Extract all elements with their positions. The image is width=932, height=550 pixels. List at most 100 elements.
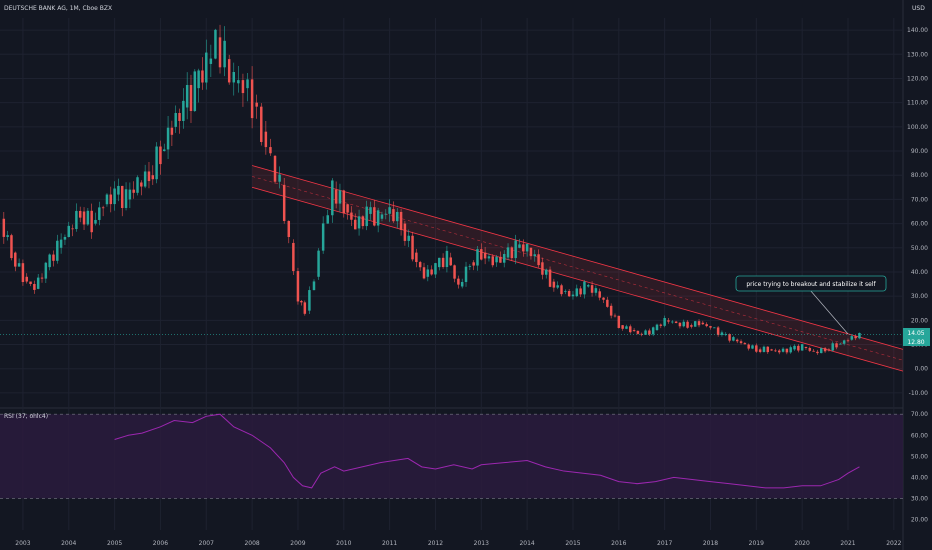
price-tick-label: 0.00: [915, 366, 929, 373]
candle-body: [804, 346, 808, 348]
candle-body: [716, 327, 720, 335]
candle-body: [128, 189, 132, 200]
candle-body: [781, 348, 785, 352]
candle-body: [793, 345, 796, 350]
candle-body: [468, 266, 472, 267]
candle-body: [858, 332, 861, 339]
candle-body: [373, 207, 376, 226]
candle-body: [282, 184, 286, 221]
candle-body: [567, 290, 571, 297]
candle-body: [460, 281, 464, 287]
candle-body: [560, 285, 563, 295]
candle-body: [537, 254, 540, 266]
candle-body: [850, 336, 854, 340]
candle-body: [296, 271, 300, 302]
candle-body: [632, 330, 636, 331]
candle-body: [78, 210, 82, 218]
candle-body: [820, 348, 823, 354]
candle-body: [94, 219, 97, 224]
candle-body: [693, 321, 697, 327]
candle-body: [678, 322, 682, 327]
candle-body: [587, 285, 590, 287]
candle-body: [621, 325, 624, 329]
candle-body: [449, 257, 452, 266]
candle-body: [522, 244, 525, 252]
time-tick-label: 2011: [382, 540, 397, 547]
time-tick-label: 2006: [153, 540, 168, 547]
candle-body: [502, 254, 506, 263]
price-tick-label: 60.00: [911, 221, 928, 228]
rsi-pane: [0, 413, 903, 499]
candle-body: [510, 247, 514, 259]
time-tick-label: 2010: [336, 540, 351, 547]
annotation-pointer: [809, 289, 849, 335]
candle-body: [331, 180, 334, 216]
rsi-tick-label: 50.00: [911, 453, 928, 460]
time-tick-label: 2022: [886, 540, 901, 547]
candle-body: [10, 235, 13, 259]
candle-body: [854, 336, 857, 339]
time-tick-label: 2009: [290, 540, 305, 547]
candle-body: [728, 333, 731, 341]
rsi-band: [0, 414, 903, 499]
candle-body: [751, 345, 754, 349]
candle-body: [766, 346, 770, 353]
price-tick-label: 20.00: [911, 317, 928, 324]
candle-body: [415, 252, 418, 263]
candle-body: [260, 106, 263, 143]
candle-body: [209, 58, 213, 64]
candle-body: [797, 345, 800, 351]
candle-body: [155, 146, 158, 180]
price-tick-label: 130.00: [907, 51, 928, 58]
price-tick-label: 30.00: [911, 293, 928, 300]
candle-body: [487, 256, 491, 259]
candle-body: [380, 214, 384, 219]
candle-body: [338, 190, 342, 204]
candle-body: [842, 340, 846, 344]
candle-body: [109, 194, 113, 205]
candle-body: [90, 210, 93, 233]
rsi-tick-label: 30.00: [911, 495, 928, 502]
time-tick-label: 2005: [107, 540, 122, 547]
time-tick-label: 2016: [611, 540, 626, 547]
candle-body: [36, 277, 40, 289]
price-tag-last-text: 14.05: [907, 330, 924, 337]
price-tick-label: 120.00: [907, 75, 928, 82]
candle-body: [629, 326, 632, 333]
annotation-callout[interactable]: price trying to breakout and stabilize i…: [735, 275, 887, 335]
candle-body: [317, 250, 320, 277]
rsi-tick-label: 20.00: [911, 516, 928, 523]
rsi-axis[interactable]: 70.00 60.00 50.00 40.00 30.00 20.00: [911, 411, 928, 523]
candle-body: [98, 207, 101, 220]
candle-body: [556, 285, 559, 288]
candle-body: [548, 269, 552, 287]
candle-body: [136, 177, 139, 193]
candle-body: [602, 297, 605, 300]
candle-body: [86, 210, 90, 225]
time-axis[interactable]: 2003 2004 2005 2006 2007 2008 2009 2010 2011 2012…: [15, 540, 901, 547]
price-tick-label: 110.00: [907, 100, 928, 107]
candle-body: [575, 288, 579, 297]
candle-body: [120, 185, 124, 208]
candle-body: [48, 254, 51, 268]
candle-body: [193, 71, 197, 111]
candle-body: [292, 242, 295, 272]
candle-body: [758, 349, 762, 352]
candle-body: [101, 207, 105, 209]
candle-body: [499, 256, 502, 263]
candle-body: [644, 330, 647, 335]
candle-body: [724, 333, 728, 335]
candle-body: [774, 350, 777, 352]
candle-body: [491, 256, 494, 266]
candle-body: [159, 146, 162, 165]
candle-body: [140, 182, 143, 187]
candle-body: [732, 337, 735, 341]
candle-body: [287, 220, 291, 238]
candle-body: [701, 322, 705, 325]
candle-body: [839, 343, 842, 345]
rsi-tick-label: 70.00: [911, 411, 928, 418]
time-tick-label: 2020: [795, 540, 810, 547]
candle-body: [690, 325, 693, 327]
candle-body: [625, 326, 628, 329]
